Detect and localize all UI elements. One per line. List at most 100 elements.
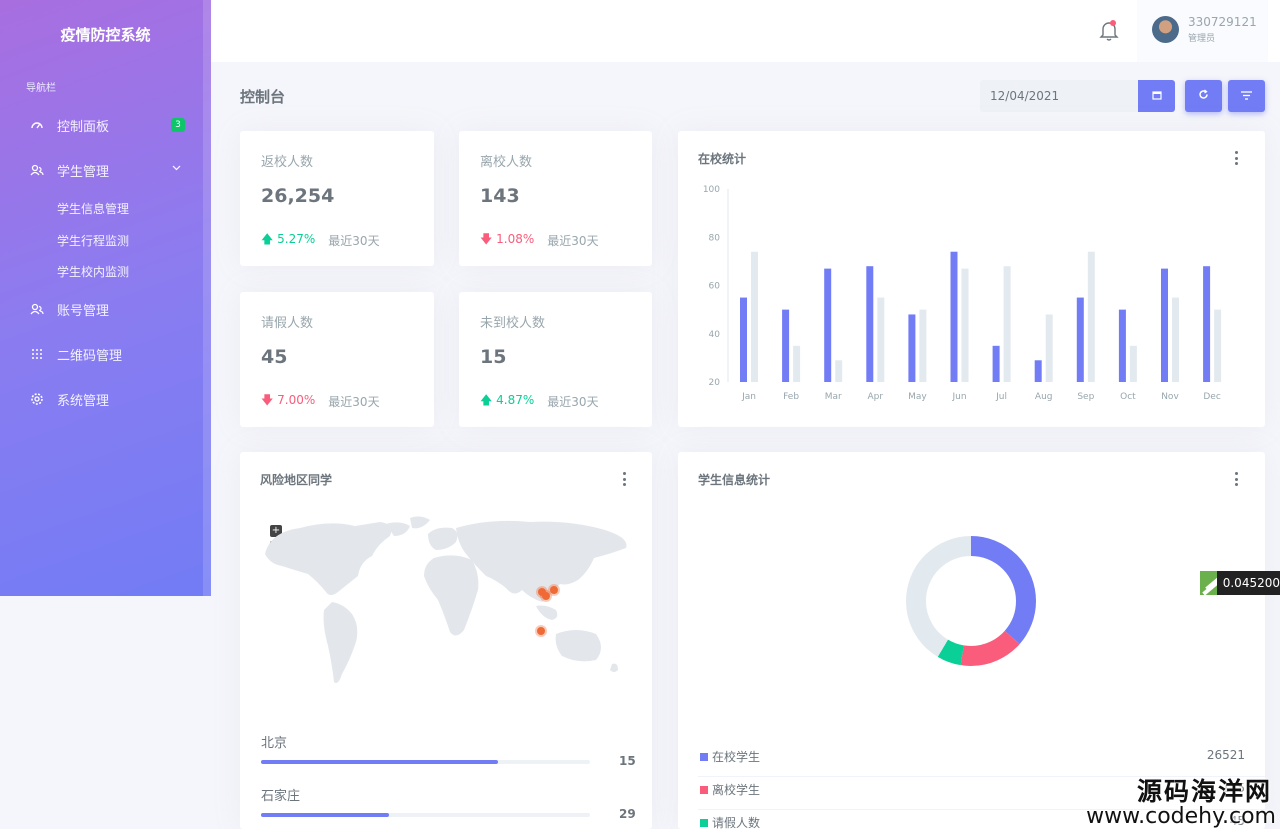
x-tick-label: May (908, 392, 927, 402)
stat-change: 🡅 5.27% (261, 232, 316, 246)
bar (751, 251, 758, 382)
bell-icon[interactable] (1098, 18, 1120, 42)
bar-chart: 100 80 60 40 20 Jan Feb Mar Apr May Jun Jul Aug Sep Oc… (703, 185, 1222, 402)
sidebar-subitem-student-campus[interactable]: 学生校内监测 (57, 265, 130, 279)
stat-value: 45 (261, 346, 288, 368)
x-tick-label: Dec (1203, 392, 1220, 402)
stat-card-left: 离校人数 143 🡇 1.08% 最近30天 (459, 131, 652, 266)
bar (1214, 309, 1222, 382)
user-menu[interactable]: 330729121 管理员 (1137, 0, 1268, 62)
users-icon (30, 163, 44, 177)
stat-card-absent: 未到校人数 15 🡅 4.87% 最近30天 (459, 292, 652, 427)
stat-value: 15 (480, 346, 507, 368)
world-map[interactable] (260, 514, 632, 704)
x-tick-label: Mar (825, 392, 842, 402)
refresh-icon (1198, 89, 1209, 104)
x-tick-label: Nov (1161, 392, 1179, 402)
bar (1129, 345, 1137, 382)
bar (908, 314, 916, 382)
campus-stats-card: 在校统计 100 80 60 40 20 Jan Feb Mar Apr May Jun Jul Aug… (678, 131, 1265, 427)
stat-label: 未到校人数 (480, 316, 546, 331)
sidebar-item-dashboard[interactable]: 控制面板 3 (0, 110, 203, 140)
sidebar-item-label: 控制面板 (57, 119, 110, 135)
region-name: 石家庄 (261, 789, 301, 804)
watermark-title: 源码海洋网 (1136, 777, 1272, 806)
legend-label: 请假人数 (712, 816, 761, 829)
sidebar-subitem-student-trip[interactable]: 学生行程监测 (57, 234, 130, 248)
sidebar-item-label: 学生管理 (57, 164, 110, 180)
sidebar-subitem-student-info[interactable]: 学生信息管理 (57, 202, 130, 216)
calendar-button[interactable] (1138, 80, 1175, 112)
watermark: 源码海洋网 www.codehy.com (1070, 772, 1280, 829)
avatar (1152, 16, 1179, 43)
legend-swatch (700, 819, 708, 827)
bar (919, 309, 927, 382)
stat-change: 🡇 7.00% (261, 393, 316, 407)
bar (961, 268, 969, 382)
legend-item: 离校学生 105 (698, 778, 1265, 810)
x-tick-label: Apr (868, 392, 884, 402)
legend-value: 45 (1229, 814, 1245, 828)
stat-label: 离校人数 (480, 155, 533, 170)
x-tick-label: Sep (1077, 392, 1094, 402)
stat-value: 143 (480, 185, 520, 207)
sidebar-item-label: 二维码管理 (57, 348, 123, 364)
more-vertical-icon[interactable] (1231, 472, 1241, 486)
chevron-down-icon (172, 163, 181, 175)
x-tick-label: Jun (951, 392, 966, 402)
bar (1087, 251, 1095, 382)
more-vertical-icon[interactable] (619, 472, 629, 486)
stat-footer: 🡅 5.27% 最近30天 (261, 230, 380, 251)
date-input[interactable]: 12/04/2021 (980, 80, 1138, 112)
arrow-down-icon: 🡇 (261, 393, 274, 407)
nav-title: 导航栏 (26, 83, 56, 94)
bar (1161, 268, 1168, 382)
user-role: 管理员 (1188, 34, 1216, 44)
widget-logo-icon (1200, 571, 1217, 595)
sidebar-item-accounts[interactable]: 账号管理 (0, 294, 203, 324)
bar (1203, 266, 1211, 382)
users-icon (30, 302, 44, 316)
topbar (211, 0, 1280, 62)
stat-footer: 🡇 7.00% 最近30天 (261, 391, 380, 412)
bar (992, 345, 1000, 382)
page-title: 控制台 (240, 88, 286, 106)
region-progress-fill (261, 813, 390, 817)
stat-footer: 🡅 4.87% 最近30天 (480, 391, 599, 412)
risk-area-card: 风险地区同学 + − 北京 15 石家庄 29 (240, 452, 652, 829)
legend-value: 105 (1222, 781, 1245, 795)
bar (1076, 297, 1084, 382)
stat-label: 返校人数 (261, 155, 314, 170)
region-name: 北京 (261, 736, 288, 751)
refresh-button[interactable] (1185, 80, 1222, 112)
widget-value: 0.045200 (1222, 576, 1280, 590)
y-tick-label: 20 (709, 378, 721, 388)
stat-label: 请假人数 (261, 316, 314, 331)
filter-button[interactable] (1228, 80, 1265, 112)
sidebar-item-qrcode[interactable]: 二维码管理 (0, 339, 203, 369)
bar (866, 266, 874, 382)
bar (877, 297, 885, 382)
arrow-up-icon: 🡅 (261, 232, 274, 246)
sidebar-item-students[interactable]: 学生管理 (0, 155, 203, 185)
sidebar-scrollbar[interactable] (203, 0, 211, 596)
sidebar-item-label: 系统管理 (57, 393, 110, 409)
legend-label: 离校学生 (712, 783, 761, 797)
legend-item: 在校学生 26521 (698, 745, 1265, 777)
floating-widget[interactable]: 0.045200 (1200, 571, 1280, 595)
arrow-up-icon: 🡅 (480, 393, 493, 407)
legend-swatch (700, 786, 708, 794)
stat-period: 最近30天 (547, 234, 599, 248)
y-tick-label: 80 (709, 233, 721, 243)
zoom-in-button[interactable]: + (270, 525, 282, 537)
legend-label: 在校学生 (712, 750, 761, 764)
bar (1118, 309, 1126, 382)
arrow-down-icon: 🡇 (480, 232, 493, 246)
app-title[interactable]: 疫情防控系统 (60, 26, 151, 44)
sidebar-item-system[interactable]: 系统管理 (0, 384, 203, 414)
stat-value: 26,254 (261, 185, 335, 207)
region-progress (261, 813, 590, 817)
stat-card-returned: 返校人数 26,254 🡅 5.27% 最近30天 (240, 131, 434, 266)
stat-change: 🡇 1.08% (480, 232, 535, 246)
more-vertical-icon[interactable] (1231, 151, 1241, 165)
